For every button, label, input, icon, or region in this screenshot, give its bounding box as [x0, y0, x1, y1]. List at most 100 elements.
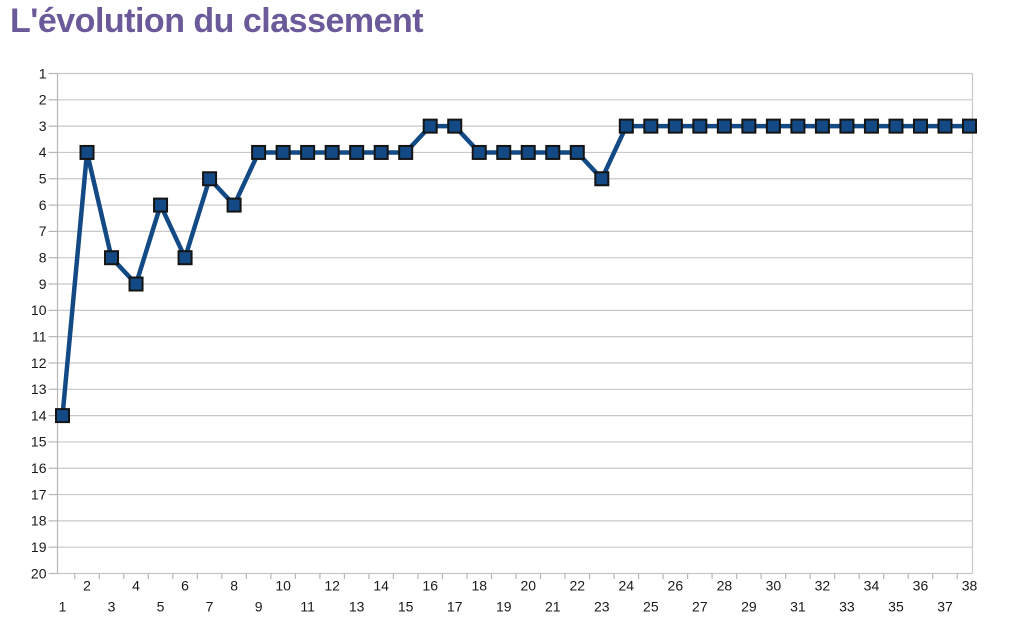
data-point-marker — [349, 144, 365, 160]
x-axis-label: 23 — [594, 599, 610, 615]
x-axis-label: 10 — [275, 578, 291, 594]
data-point-marker — [153, 197, 169, 213]
data-point-marker — [790, 118, 806, 134]
y-axis-label: 10 — [31, 302, 47, 318]
data-point-marker — [765, 118, 781, 134]
x-axis-label: 15 — [398, 599, 414, 615]
x-axis-label: 20 — [520, 578, 536, 594]
y-axis-label: 14 — [31, 407, 47, 423]
data-point-marker — [569, 144, 585, 160]
data-point-marker — [226, 197, 242, 213]
y-axis-label: 13 — [31, 381, 47, 397]
y-axis-label: 2 — [39, 92, 47, 108]
data-point-marker — [104, 250, 120, 266]
data-point-marker — [667, 118, 683, 134]
y-axis-label: 8 — [39, 250, 47, 266]
x-axis-label: 7 — [206, 599, 214, 615]
data-point-marker — [839, 118, 855, 134]
y-axis-label: 11 — [32, 328, 47, 344]
data-point-marker — [594, 171, 610, 187]
x-axis-label: 38 — [962, 578, 978, 594]
data-point-marker — [962, 118, 977, 134]
x-axis-label: 13 — [349, 599, 365, 615]
data-point-marker — [937, 118, 953, 134]
data-point-marker — [471, 144, 487, 160]
data-point-marker — [447, 118, 463, 134]
y-axis-label: 1 — [39, 65, 47, 81]
data-point-marker — [300, 144, 316, 160]
x-axis-label: 32 — [815, 578, 831, 594]
y-axis-label: 15 — [31, 434, 47, 450]
y-axis-label: 4 — [39, 144, 47, 160]
x-axis-label: 35 — [888, 599, 904, 615]
chart-title: L'évolution du classement — [10, 2, 424, 40]
x-axis-label: 21 — [545, 599, 561, 615]
data-point-marker — [520, 144, 536, 160]
x-axis-label: 34 — [864, 578, 880, 594]
y-axis-label: 3 — [39, 118, 47, 134]
x-axis-label: 14 — [373, 578, 389, 594]
y-axis-label: 7 — [39, 223, 47, 239]
y-axis-label: 9 — [39, 276, 47, 292]
data-point-marker — [863, 118, 879, 134]
data-point-marker — [55, 408, 70, 424]
y-axis-label: 18 — [31, 513, 47, 529]
x-axis-label: 11 — [300, 599, 315, 615]
x-axis-label: 12 — [324, 578, 340, 594]
x-axis-label: 8 — [230, 578, 238, 594]
x-axis-label: 9 — [255, 599, 263, 615]
x-axis-label: 29 — [741, 599, 757, 615]
x-axis-label: 2 — [83, 578, 91, 594]
x-axis-label: 27 — [692, 599, 708, 615]
y-axis-label: 16 — [31, 460, 47, 476]
x-axis-label: 36 — [913, 578, 929, 594]
x-axis-label: 19 — [496, 599, 512, 615]
y-axis-label: 20 — [31, 565, 47, 581]
series-line — [60, 123, 972, 418]
x-axis-label: 4 — [132, 578, 140, 594]
x-axis-label: 17 — [447, 599, 463, 615]
data-point-marker — [251, 144, 267, 160]
data-point-marker — [716, 118, 732, 134]
data-point-marker — [275, 144, 291, 160]
y-axis-label: 12 — [31, 355, 47, 371]
data-point-marker — [692, 118, 708, 134]
x-axis-label: 25 — [643, 599, 659, 615]
y-axis-label: 17 — [31, 486, 47, 502]
data-point-marker — [202, 171, 218, 187]
data-point-marker — [814, 118, 830, 134]
x-axis-label: 16 — [422, 578, 438, 594]
x-axis-label: 37 — [937, 599, 953, 615]
y-axis-label: 5 — [39, 171, 47, 187]
x-axis-label: 3 — [108, 599, 116, 615]
x-axis-label: 1 — [59, 599, 67, 615]
data-point-marker — [545, 144, 561, 160]
data-point-marker — [373, 144, 389, 160]
data-point-marker — [422, 118, 438, 134]
x-axis-label: 24 — [619, 578, 635, 594]
x-axis-label: 18 — [471, 578, 487, 594]
x-axis-label: 6 — [181, 578, 189, 594]
data-point-marker — [324, 144, 340, 160]
data-point-marker — [741, 118, 757, 134]
y-axis-label: 19 — [31, 539, 47, 555]
x-axis-label: 5 — [157, 599, 165, 615]
data-point-marker — [398, 144, 414, 160]
x-axis-label: 22 — [569, 578, 585, 594]
x-axis-label: 33 — [839, 599, 855, 615]
data-point-marker — [128, 276, 144, 292]
data-point-marker — [888, 118, 904, 134]
data-point-marker — [496, 144, 512, 160]
x-axis-label: 31 — [790, 599, 806, 615]
x-axis-label: 26 — [668, 578, 684, 594]
x-axis-label: 28 — [717, 578, 733, 594]
y-axis-label: 6 — [39, 197, 47, 213]
x-axis-label: 30 — [766, 578, 782, 594]
data-point-marker — [177, 250, 193, 266]
data-point-marker — [618, 118, 634, 134]
data-point-marker — [912, 118, 928, 134]
data-point-marker — [643, 118, 659, 134]
data-point-marker — [79, 144, 95, 160]
